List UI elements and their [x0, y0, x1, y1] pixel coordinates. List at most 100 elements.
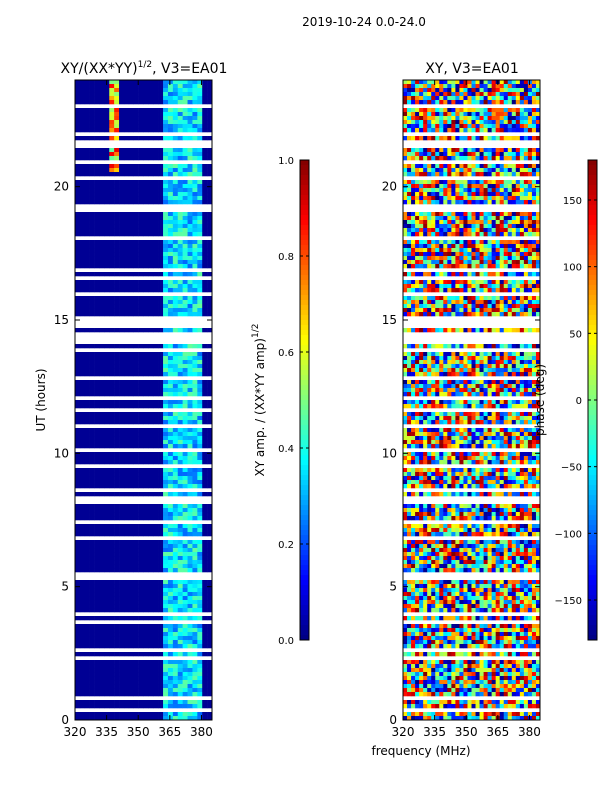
heatmap-cell — [99, 584, 104, 588]
heatmap-cell — [80, 136, 85, 140]
heatmap-cell — [163, 588, 168, 592]
heatmap-cell — [134, 420, 139, 424]
heatmap-cell — [192, 224, 197, 228]
heatmap-cell — [202, 388, 207, 392]
heatmap-cell — [99, 256, 104, 260]
heatmap-cell — [467, 280, 471, 284]
heatmap-cell — [415, 248, 419, 252]
heatmap-cell — [504, 108, 508, 112]
heatmap-cell — [403, 112, 407, 116]
heatmap-cell — [500, 152, 504, 156]
heatmap-cell — [411, 232, 415, 236]
heatmap-cell — [85, 180, 90, 184]
heatmap-cell — [80, 224, 85, 228]
heatmap-cell — [197, 564, 202, 568]
heatmap-cell — [144, 388, 149, 392]
heatmap-cell — [197, 532, 202, 536]
heatmap-cell — [202, 116, 207, 120]
heatmap-cell — [202, 592, 207, 596]
heatmap-cell — [500, 264, 504, 268]
heatmap-cell — [188, 404, 193, 408]
heatmap-cell — [516, 180, 520, 184]
heatmap-cell — [480, 152, 484, 156]
heatmap-cell — [431, 252, 435, 256]
heatmap-cell — [129, 660, 134, 664]
heatmap-cell — [99, 632, 104, 636]
heatmap-cell — [85, 664, 90, 668]
heatmap-cell — [431, 168, 435, 172]
heatmap-cell — [148, 580, 153, 584]
heatmap-cell — [85, 484, 90, 488]
heatmap-cell — [168, 108, 173, 112]
heatmap-cell — [168, 120, 173, 124]
heatmap-cell — [532, 124, 536, 128]
heatmap-cell — [512, 280, 516, 284]
heatmap-cell — [114, 684, 119, 688]
heatmap-cell — [178, 380, 183, 384]
heatmap-cell — [109, 364, 114, 368]
heatmap-cell — [431, 124, 435, 128]
heatmap-cell — [153, 504, 158, 508]
heatmap-cell — [488, 216, 492, 220]
heatmap-cell — [158, 472, 163, 476]
heatmap-cell — [512, 148, 516, 152]
heatmap-cell — [202, 692, 207, 696]
heatmap-cell — [153, 400, 158, 404]
heatmap-cell — [95, 288, 100, 292]
heatmap-cell — [415, 180, 419, 184]
heatmap-cell — [109, 404, 114, 408]
heatmap-cell — [104, 100, 109, 104]
heatmap-cell — [148, 296, 153, 300]
heatmap-cell — [80, 356, 85, 360]
heatmap-cell — [192, 592, 197, 596]
heatmap-cell — [188, 192, 193, 196]
heatmap-cell — [99, 440, 104, 444]
heatmap-cell — [104, 232, 109, 236]
heatmap-cell — [512, 192, 516, 196]
heatmap-cell — [500, 100, 504, 104]
heatmap-cell — [178, 308, 183, 312]
heatmap-cell — [99, 564, 104, 568]
heatmap-cell — [197, 360, 202, 364]
heatmap-cell — [144, 216, 149, 220]
heatmap-cell — [202, 356, 207, 360]
heatmap-cell — [163, 128, 168, 132]
heatmap-cell — [148, 548, 153, 552]
heatmap-cell — [114, 616, 119, 620]
heatmap-cell — [144, 412, 149, 416]
heatmap-cell — [90, 196, 95, 200]
heatmap-cell — [99, 212, 104, 216]
heatmap-cell — [134, 640, 139, 644]
heatmap-cell — [435, 124, 439, 128]
heatmap-cell — [415, 148, 419, 152]
heatmap-cell — [173, 264, 178, 268]
heatmap-cell — [163, 416, 168, 420]
heatmap-cell — [202, 548, 207, 552]
heatmap-cell — [95, 92, 100, 96]
heatmap-cell — [129, 528, 134, 532]
heatmap-cell — [134, 644, 139, 648]
heatmap-cell — [516, 112, 520, 116]
heatmap-cell — [134, 616, 139, 620]
heatmap-cell — [148, 452, 153, 456]
heatmap-cell — [90, 484, 95, 488]
heatmap-cell — [188, 568, 193, 572]
heatmap-cell — [90, 96, 95, 100]
heatmap-cell — [492, 80, 496, 84]
heatmap-cell — [75, 516, 80, 520]
heatmap-cell — [119, 108, 124, 112]
heatmap-cell — [114, 196, 119, 200]
heatmap-cell — [129, 420, 134, 424]
heatmap-cell — [114, 452, 119, 456]
heatmap-cell — [129, 636, 134, 640]
heatmap-cell — [192, 564, 197, 568]
heatmap-cell — [202, 256, 207, 260]
colorbar-segment — [300, 230, 309, 235]
heatmap-cell — [134, 392, 139, 396]
heatmap-cell — [492, 200, 496, 204]
heatmap-cell — [75, 392, 80, 396]
heatmap-cell — [415, 168, 419, 172]
heatmap-cell — [435, 180, 439, 184]
heatmap-cell — [439, 136, 443, 140]
heatmap-cell — [178, 128, 183, 132]
